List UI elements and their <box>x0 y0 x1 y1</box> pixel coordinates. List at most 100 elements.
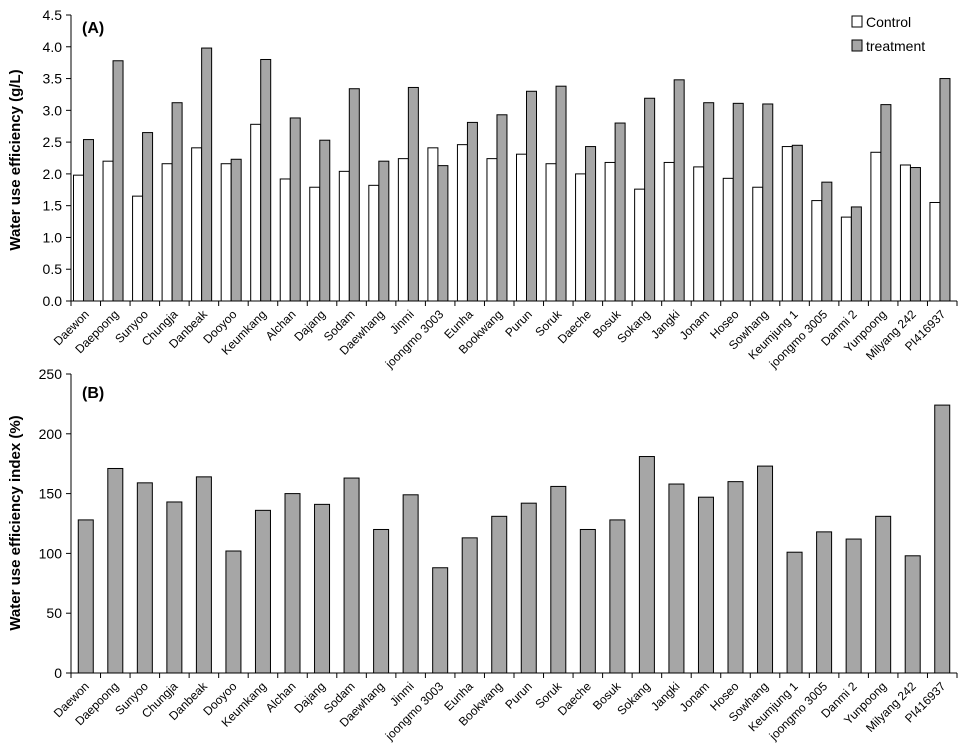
y-tick-label: 250 <box>39 366 63 382</box>
legend: Control treatment <box>851 14 925 54</box>
control-bar <box>516 153 527 302</box>
control-bar <box>73 174 84 302</box>
y-tick-label: 200 <box>39 426 63 442</box>
treatment-bar <box>585 146 597 302</box>
treatment-bar <box>939 78 951 302</box>
index-bar <box>195 476 212 674</box>
panel-a-label: (A) <box>82 20 104 37</box>
index-bar <box>284 493 301 674</box>
control-bar <box>929 201 941 302</box>
treatment-bar <box>821 181 833 302</box>
index-bar <box>638 456 655 674</box>
control-bar <box>456 144 468 302</box>
y-tick-label: 0.5 <box>43 261 63 277</box>
treatment-bar <box>319 139 331 302</box>
control-bar <box>368 184 380 302</box>
control-bar <box>870 151 882 302</box>
index-bar <box>579 528 596 674</box>
category-label: Jonam <box>677 307 712 342</box>
control-bar <box>840 216 852 302</box>
control-bar <box>722 177 734 302</box>
treatment-bar <box>407 86 419 302</box>
index-bar <box>77 519 94 674</box>
control-bar <box>279 178 291 302</box>
legend-control-label: Control <box>866 14 911 30</box>
control-bar <box>634 188 646 302</box>
control-bar <box>604 161 616 302</box>
category-label: Jonam <box>677 679 712 714</box>
y-tick-label: 4.5 <box>43 7 63 23</box>
legend-treatment-label: treatment <box>866 38 925 54</box>
treatment-bar <box>171 102 183 302</box>
index-bar <box>786 551 803 674</box>
index-bar <box>254 509 271 674</box>
index-bar <box>166 501 183 674</box>
treatment-bar <box>791 144 803 302</box>
category-label: Purun <box>502 679 535 712</box>
treatment-bar <box>850 206 862 302</box>
index-bar <box>550 485 567 674</box>
panel-a-chart: (A) Water use efficiency (g/L) Control t… <box>7 7 958 372</box>
index-bar <box>845 538 862 674</box>
index-bar <box>757 465 774 674</box>
legend-control-swatch <box>851 15 863 28</box>
category-label: Alchan <box>263 679 299 715</box>
control-bar <box>338 170 350 302</box>
treatment-bar <box>673 79 685 302</box>
treatment-bar <box>112 60 124 302</box>
index-bar <box>934 404 951 674</box>
control-bar <box>309 186 321 302</box>
control-bar <box>781 146 793 302</box>
panel-a-y-axis-label: Water use efficiency (g/L) <box>7 69 24 250</box>
category-label: Daeche <box>555 307 594 346</box>
treatment-bar <box>230 158 242 302</box>
index-bar <box>875 515 892 674</box>
index-bar <box>343 477 360 674</box>
index-bar <box>107 467 124 674</box>
index-bar <box>314 503 331 674</box>
treatment-bar <box>909 167 921 302</box>
category-label: Alchan <box>263 307 299 343</box>
index-bar <box>491 515 508 674</box>
treatment-bar <box>555 85 567 302</box>
control-bar <box>752 186 764 302</box>
index-bar <box>816 531 833 674</box>
panel-b-label: (B) <box>82 385 104 402</box>
category-label: Jangki <box>648 307 682 341</box>
y-tick-label: 0 <box>54 665 62 681</box>
control-bar <box>220 163 232 302</box>
y-tick-label: 3.0 <box>43 102 63 118</box>
treatment-bar <box>348 88 360 302</box>
treatment-bar <box>703 102 715 302</box>
control-bar <box>427 147 439 302</box>
control-bar <box>486 158 498 302</box>
y-tick-label: 50 <box>46 605 62 621</box>
index-bar <box>697 496 714 674</box>
control-bar <box>191 147 203 302</box>
index-bar <box>609 519 626 674</box>
treatment-bar <box>496 114 508 302</box>
y-tick-label: 0.0 <box>43 293 63 309</box>
index-bar <box>432 567 449 674</box>
control-bar <box>102 160 114 302</box>
category-label: Daeche <box>555 679 594 718</box>
index-bar <box>373 528 390 674</box>
treatment-bar <box>732 102 744 302</box>
category-label: Jangki <box>648 679 682 713</box>
index-bar <box>904 555 921 674</box>
index-bar <box>136 482 153 674</box>
y-tick-label: 1.0 <box>43 229 63 245</box>
treatment-bar <box>83 139 94 302</box>
treatment-bar <box>437 165 449 302</box>
category-label: Purun <box>502 307 535 340</box>
category-label: Dajang <box>291 307 328 344</box>
index-bar <box>520 502 537 674</box>
y-tick-label: 2.0 <box>43 166 63 182</box>
control-bar <box>132 195 144 302</box>
category-label: Sokang <box>614 307 653 346</box>
index-bar <box>402 494 419 674</box>
control-bar <box>899 164 911 302</box>
control-bar <box>397 158 409 302</box>
treatment-bar <box>142 132 154 302</box>
